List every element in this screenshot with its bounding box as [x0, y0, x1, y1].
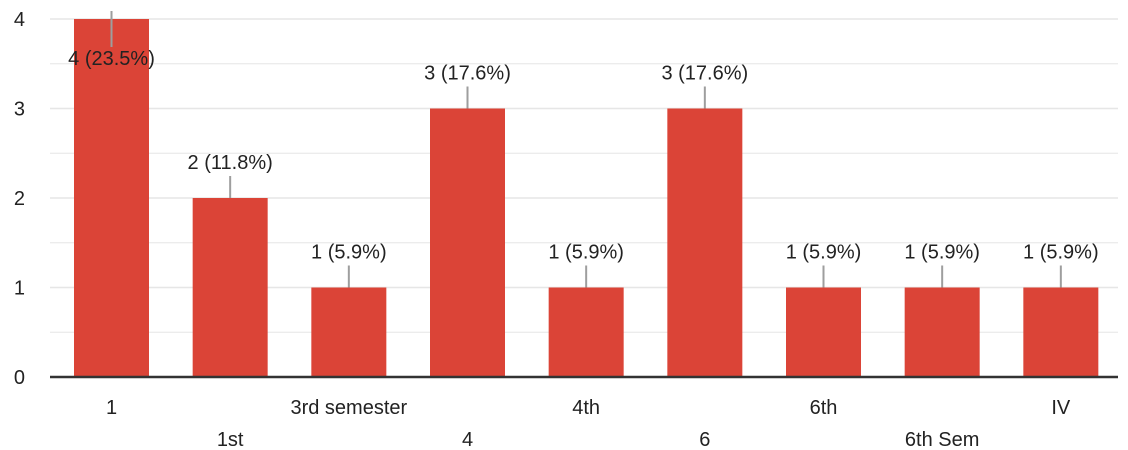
data-label: 1 (5.9%) [904, 242, 980, 264]
x-tick-label: 3rd semester [290, 397, 407, 419]
bars [74, 19, 1099, 377]
data-labels: 4 (23.5%) 2 (11.8%) 1 (5.9%) 3 (17.6%) 1 (5.… [68, 11, 1099, 288]
x-tick-label: 4 [462, 429, 473, 450]
bar [667, 108, 743, 377]
bar [311, 287, 387, 377]
x-tick-label: 1 [106, 397, 117, 419]
data-label: 4 (23.5%) [68, 48, 155, 70]
bar [74, 19, 149, 377]
bar [430, 108, 505, 377]
y-tick-label: 0 [14, 367, 25, 389]
x-tick-label: 6 [699, 429, 710, 450]
data-label: 1 (5.9%) [311, 242, 387, 264]
data-label: 3 (17.6%) [661, 63, 748, 85]
bar [548, 287, 624, 377]
x-tick-label: 6th Sem [905, 429, 979, 450]
y-tick-label: 2 [14, 188, 25, 210]
y-axis-tick-labels: 0 1 2 3 4 [14, 9, 25, 389]
x-tick-label: 6th [810, 397, 838, 419]
bar [786, 287, 861, 377]
data-label: 2 (11.8%) [188, 152, 273, 174]
bar [1023, 287, 1099, 377]
data-label: 1 (5.9%) [1023, 242, 1099, 264]
x-axis-tick-labels: 1 1st 3rd semester 4 4th 6 6th 6th Sem IV [106, 397, 1071, 450]
y-tick-label: 1 [14, 278, 25, 300]
y-tick-label: 3 [14, 99, 25, 121]
data-label: 1 (5.9%) [548, 242, 624, 264]
data-label: 3 (17.6%) [424, 63, 511, 85]
x-tick-label: IV [1051, 397, 1071, 419]
bar [904, 287, 980, 377]
x-tick-label: 4th [572, 397, 600, 419]
x-tick-label: 1st [217, 429, 244, 450]
data-label: 1 (5.9%) [786, 242, 862, 264]
y-tick-label: 4 [14, 9, 25, 31]
bar [192, 198, 268, 377]
